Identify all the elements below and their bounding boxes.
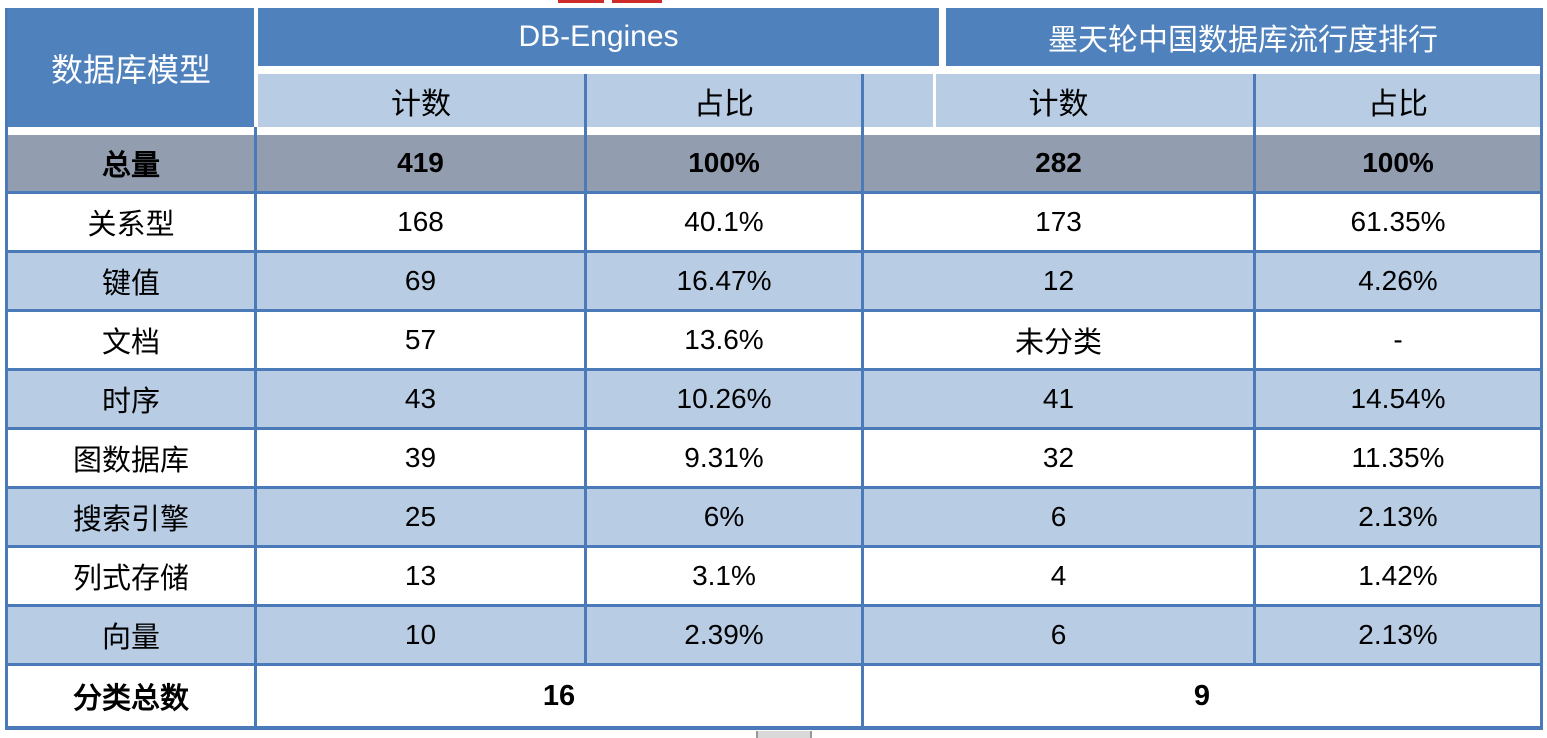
row-value: 6 xyxy=(861,489,1253,545)
table-row: 搜索引擎 25 6% 6 2.13% xyxy=(8,486,1540,545)
row-value: 168 xyxy=(254,194,584,250)
table-row: 总量 419 100% 282 100% xyxy=(8,135,1540,191)
row-value: 4 xyxy=(861,548,1253,604)
row-value: 61.35% xyxy=(1253,194,1540,250)
footer-label: 分类总数 xyxy=(72,683,189,715)
row-value: 2.13% xyxy=(1253,607,1540,663)
table-body: 总量 419 100% 282 100% 关系型 168 40.1% 173 61.35% 键值 69… xyxy=(8,135,1540,663)
row-value: 16.47% xyxy=(584,253,861,309)
table-row: 文档 57 13.6% 未分类 - xyxy=(8,309,1540,368)
row-value: 41 xyxy=(861,371,1253,427)
row-value: 40.1% xyxy=(584,194,861,250)
subheader-mt-share: 占比 xyxy=(1253,74,1540,127)
row-value: 10.26% xyxy=(584,371,861,427)
subheader-mt-count: 计数 xyxy=(861,74,1253,127)
top-red-line-fragment xyxy=(558,0,604,3)
row-value: 13 xyxy=(254,548,584,604)
row-label: 关系型 xyxy=(87,209,175,241)
row-value: 6% xyxy=(584,489,861,545)
row-label: 图数据库 xyxy=(72,445,189,477)
body-gap xyxy=(8,127,1540,135)
row-label: 时序 xyxy=(101,386,160,418)
row-label: 总量 xyxy=(101,150,160,182)
row-value: 25 xyxy=(254,489,584,545)
row-value: - xyxy=(1253,312,1540,368)
gap-spacer xyxy=(861,127,1253,135)
table-row: 关系型 168 40.1% 173 61.35% xyxy=(8,191,1540,250)
row-value: 11.35% xyxy=(1253,430,1540,486)
row-value: 32 xyxy=(861,430,1253,486)
gap-spacer xyxy=(8,127,254,135)
row-label: 列式存储 xyxy=(72,563,189,595)
row-label: 键值 xyxy=(101,268,160,300)
footer-mt-category-total: 9 xyxy=(861,666,1540,726)
top-red-line-fragment xyxy=(612,0,662,3)
group-header-row: DB-Engines 墨天轮中国数据库流行度排行 xyxy=(8,8,1540,66)
row-value: 282 xyxy=(861,135,1253,191)
row-value: 2.13% xyxy=(1253,489,1540,545)
row-value: 4.26% xyxy=(1253,253,1540,309)
row-value: 419 xyxy=(254,135,584,191)
table-row: 列式存储 13 3.1% 4 1.42% xyxy=(8,545,1540,604)
row-value: 10 xyxy=(254,607,584,663)
row-value: 12 xyxy=(861,253,1253,309)
subheader-de-count: 计数 xyxy=(254,74,584,127)
row-label: 文档 xyxy=(101,327,160,359)
row-value: 69 xyxy=(254,253,584,309)
subheader-de-share: 占比 xyxy=(584,74,861,127)
header-db-engines: DB-Engines xyxy=(254,8,939,66)
row-value: 43 xyxy=(254,371,584,427)
header-split-artifact xyxy=(933,74,936,135)
row-label: 向量 xyxy=(101,622,160,654)
gap-spacer xyxy=(584,127,861,135)
row-value: 100% xyxy=(1253,135,1540,191)
row-value: 173 xyxy=(861,194,1253,250)
row-value: 39 xyxy=(254,430,584,486)
row-value: 3.1% xyxy=(584,548,861,604)
row-value: 100% xyxy=(584,135,861,191)
table-row: 键值 69 16.47% 12 4.26% xyxy=(8,250,1540,309)
row-value: 未分类 xyxy=(861,312,1253,368)
row-value: 13.6% xyxy=(584,312,861,368)
footer-de-category-total: 16 xyxy=(254,666,861,726)
gap-spacer xyxy=(1253,127,1540,135)
row-value: 9.31% xyxy=(584,430,861,486)
db-model-comparison-table: DB-Engines 墨天轮中国数据库流行度排行 计数 占比 计数 占比 总量 4… xyxy=(5,8,1543,730)
row-value: 2.39% xyxy=(584,607,861,663)
table-row: 向量 10 2.39% 6 2.13% xyxy=(8,604,1540,663)
row-value: 6 xyxy=(861,607,1253,663)
table-row: 图数据库 39 9.31% 32 11.35% xyxy=(8,427,1540,486)
row-value: 57 xyxy=(254,312,584,368)
corner-header-db-model: 数据库模型 xyxy=(8,8,254,127)
row-value: 1.42% xyxy=(1253,548,1540,604)
header-modb-ranking: 墨天轮中国数据库流行度排行 xyxy=(939,8,1540,66)
gap-spacer xyxy=(254,127,584,135)
table-row-footer: 分类总数 16 9 xyxy=(8,663,1540,726)
row-value: 14.54% xyxy=(1253,371,1540,427)
row-label: 搜索引擎 xyxy=(72,504,189,536)
scrollbar-fragment xyxy=(756,731,812,738)
table-row: 时序 43 10.26% 41 14.54% xyxy=(8,368,1540,427)
